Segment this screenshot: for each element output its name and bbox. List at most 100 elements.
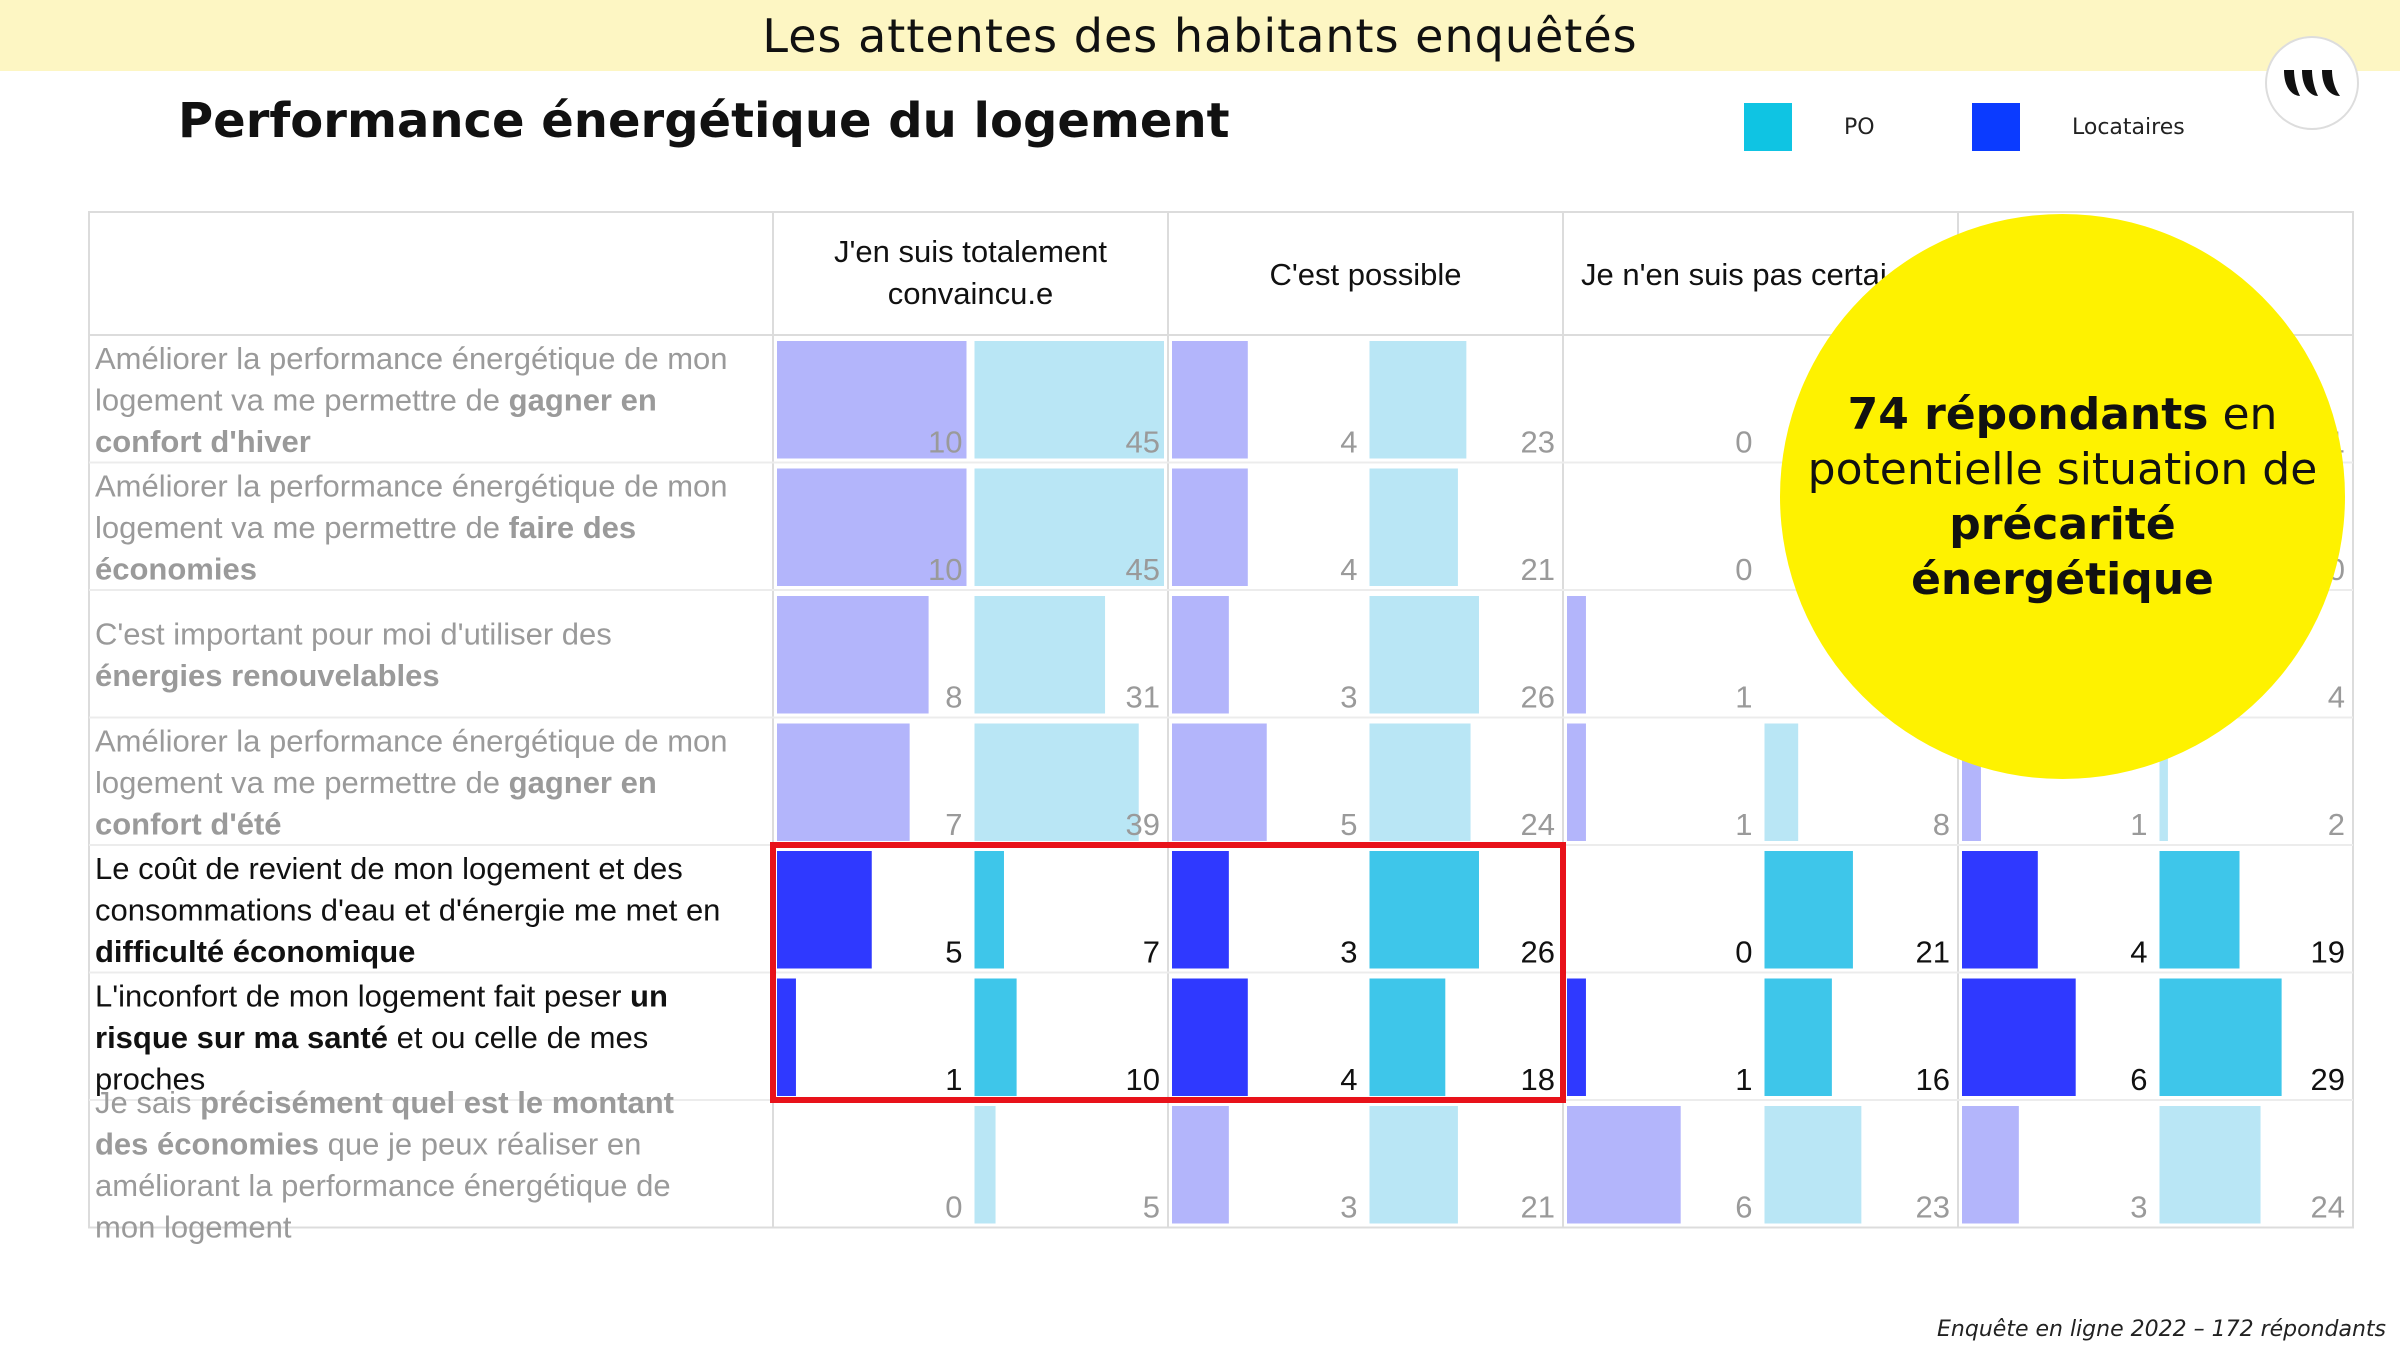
bar-po xyxy=(1369,1106,1458,1224)
row-label: L'inconfort de mon logement fait peser u… xyxy=(95,978,677,1096)
value-label: 39 xyxy=(1126,807,1160,842)
bar-po xyxy=(974,1106,996,1224)
value-label: 45 xyxy=(1126,552,1160,587)
value-label: 1 xyxy=(1735,807,1752,842)
bar-locataires xyxy=(777,851,872,969)
bar-locataires xyxy=(1567,723,1586,841)
bar-locataires xyxy=(1172,341,1248,459)
bar-po xyxy=(974,468,1164,586)
value-label: 18 xyxy=(1521,1062,1555,1097)
value-label: 10 xyxy=(928,425,962,460)
bar-po xyxy=(1369,468,1458,586)
legend-locataires-label: Locataires xyxy=(2072,114,2185,140)
value-label: 3 xyxy=(1340,1190,1357,1225)
value-label: 4 xyxy=(1340,552,1357,587)
value-label: 6 xyxy=(2130,1062,2147,1097)
value-label: 21 xyxy=(1521,552,1555,587)
bar-locataires xyxy=(777,341,967,459)
logo-icon xyxy=(2284,70,2340,96)
value-label: 4 xyxy=(2130,935,2147,970)
bar-po xyxy=(1369,978,1446,1096)
bar-po xyxy=(1764,851,1853,969)
value-label: 7 xyxy=(1143,935,1160,970)
bar-locataires xyxy=(1172,468,1248,586)
bar-locataires xyxy=(777,596,929,714)
row-label: Le coût de revient de mon logement et de… xyxy=(95,851,729,969)
row-label: Améliorer la performance énergétique de … xyxy=(95,468,736,586)
column-header: J'en suis totalement convaincu.e xyxy=(834,234,1107,311)
bar-po xyxy=(2159,851,2240,969)
row-label: Améliorer la performance énergétique de … xyxy=(95,723,736,841)
bar-po xyxy=(1764,978,1832,1096)
legend-po-label: PO xyxy=(1844,114,1875,140)
value-label: 6 xyxy=(1735,1190,1752,1225)
value-label: 19 xyxy=(2311,935,2345,970)
bar-po xyxy=(974,596,1106,714)
row-label: C'est important pour moi d'utiliser des … xyxy=(95,617,620,694)
legend-locataires: Locataires xyxy=(1972,103,2185,151)
value-label: 23 xyxy=(1521,425,1555,460)
bar-locataires xyxy=(1172,723,1267,841)
slide-title: Performance énergétique du logement xyxy=(178,93,1230,149)
value-label: 5 xyxy=(1340,807,1357,842)
value-label: 31 xyxy=(1126,680,1160,715)
value-label: 5 xyxy=(1143,1190,1160,1225)
bar-locataires xyxy=(777,723,910,841)
callout-bold-2: précarité énergétique xyxy=(1911,498,2214,605)
value-label: 26 xyxy=(1521,935,1555,970)
column-header: Je n'en suis pas certai xyxy=(1581,257,1887,292)
value-label: 2 xyxy=(2328,807,2345,842)
value-label: 0 xyxy=(945,1190,962,1225)
banner-title: Les attentes des habitants enquêtés xyxy=(762,8,1638,63)
bar-locataires xyxy=(1172,1106,1229,1224)
value-label: 45 xyxy=(1126,425,1160,460)
bar-locataires xyxy=(1962,1106,2019,1224)
legend-locataires-swatch xyxy=(1972,103,2020,151)
bar-po xyxy=(1369,723,1471,841)
source-footnote: Enquête en ligne 2022 – 172 répondants xyxy=(1937,1317,2386,1342)
bar-locataires xyxy=(777,468,967,586)
value-label: 1 xyxy=(945,1062,962,1097)
value-label: 16 xyxy=(1916,1062,1950,1097)
value-label: 8 xyxy=(1933,807,1950,842)
callout-text: 74 répondants en potentielle situation d… xyxy=(1780,387,2345,607)
bar-locataires xyxy=(1172,978,1248,1096)
value-label: 0 xyxy=(1735,425,1752,460)
value-label: 4 xyxy=(2328,680,2345,715)
bar-po xyxy=(1369,851,1479,969)
bar-locataires xyxy=(1567,1106,1681,1224)
bar-locataires xyxy=(1172,851,1229,969)
legend-po-swatch xyxy=(1744,103,1792,151)
value-label: 1 xyxy=(2130,807,2147,842)
value-label: 24 xyxy=(1521,807,1555,842)
highlight-box xyxy=(770,842,1566,1103)
brand-logo xyxy=(2265,36,2359,130)
value-label: 7 xyxy=(945,807,962,842)
value-label: 21 xyxy=(1916,935,1950,970)
value-label: 3 xyxy=(2130,1190,2147,1225)
row-label: Je sais précisément quel est le montant … xyxy=(95,1085,683,1245)
value-label: 23 xyxy=(1916,1190,1950,1225)
bar-po xyxy=(2159,723,2168,841)
bar-po xyxy=(1764,1106,1862,1224)
row-label: Améliorer la performance énergétique de … xyxy=(95,341,736,459)
bar-locataires xyxy=(1962,851,2038,969)
bar-po xyxy=(2159,978,2282,1096)
value-label: 5 xyxy=(945,935,962,970)
value-label: 29 xyxy=(2311,1062,2345,1097)
value-label: 1 xyxy=(1735,1062,1752,1097)
value-label: 4 xyxy=(1340,425,1357,460)
bar-po xyxy=(974,851,1004,969)
bar-locataires xyxy=(1567,978,1586,1096)
value-label: 4 xyxy=(1340,1062,1357,1097)
value-label: 3 xyxy=(1340,935,1357,970)
bar-po xyxy=(2159,1106,2261,1224)
callout-bubble: 74 répondants en potentielle situation d… xyxy=(1780,214,2345,779)
value-label: 8 xyxy=(945,680,962,715)
top-banner: Les attentes des habitants enquêtés xyxy=(0,0,2400,71)
value-label: 10 xyxy=(1126,1062,1160,1097)
callout-bold-1: 74 répondants xyxy=(1847,388,2209,440)
column-header: C'est possible xyxy=(1269,257,1461,292)
value-label: 0 xyxy=(1735,935,1752,970)
